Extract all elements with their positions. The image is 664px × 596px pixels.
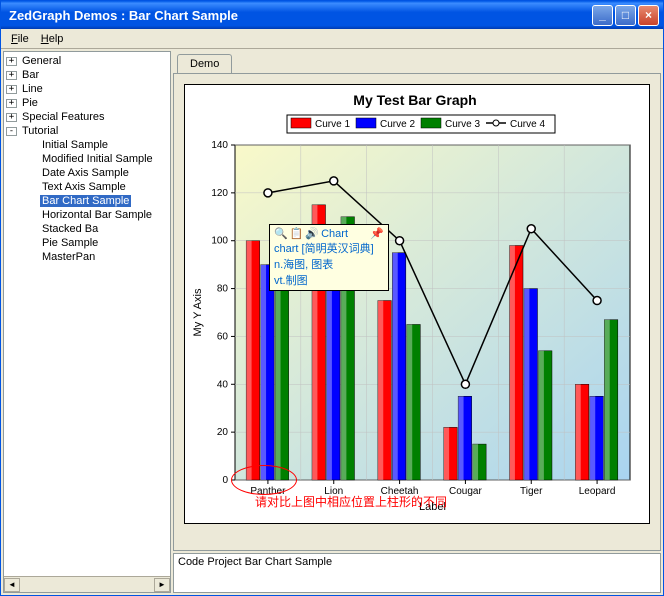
status-text: Code Project Bar Chart Sample	[178, 556, 332, 568]
scroll-right-button[interactable]: ►	[154, 578, 170, 592]
tooltip-word: Chart	[321, 228, 348, 240]
tree-label[interactable]: Horizontal Bar Sample	[40, 209, 154, 221]
tab-demo[interactable]: Demo	[177, 54, 232, 73]
tree-label[interactable]: Initial Sample	[40, 139, 110, 151]
svg-text:Curve 3: Curve 3	[445, 119, 480, 130]
titlebar[interactable]: ZedGraph Demos : Bar Chart Sample _ □ ×	[1, 1, 663, 29]
tree-item[interactable]: Bar Chart Sample	[6, 194, 168, 208]
svg-text:100: 100	[211, 236, 228, 247]
menu-help[interactable]: Help	[35, 31, 70, 47]
tree-item[interactable]: Pie Sample	[6, 236, 168, 250]
expand-toggle[interactable]: +	[6, 99, 17, 108]
svg-text:0: 0	[222, 475, 228, 486]
svg-text:Tiger: Tiger	[520, 486, 543, 497]
tab-strip: Demo	[173, 51, 661, 73]
svg-text:40: 40	[217, 379, 229, 390]
copy-icon: 📋	[290, 227, 304, 240]
svg-text:Cougar: Cougar	[449, 486, 482, 497]
app-window: ZedGraph Demos : Bar Chart Sample _ □ × …	[0, 0, 664, 596]
chart-panel[interactable]: My Test Bar GraphCurve 1 Curve 2 Curve 3 Cu…	[184, 84, 650, 524]
tree-item[interactable]: Initial Sample	[6, 138, 168, 152]
window-title: ZedGraph Demos : Bar Chart Sample	[5, 8, 592, 23]
speaker-icon: 🔊	[305, 227, 319, 240]
status-area: Code Project Bar Chart Sample	[173, 553, 661, 593]
svg-text:20: 20	[217, 427, 229, 438]
dictionary-tooltip: 🔍 📋 🔊 Chart 📌 chart [简明英汉词典] n.海图, 图表 vt…	[269, 224, 389, 291]
svg-text:My Test Bar Graph: My Test Bar Graph	[353, 92, 476, 108]
tree-item[interactable]: Modified Initial Sample	[6, 152, 168, 166]
expand-toggle[interactable]: +	[6, 85, 17, 94]
tooltip-line1: n.海图, 图表	[274, 256, 384, 272]
svg-text:80: 80	[217, 284, 229, 295]
svg-text:Curve 2: Curve 2	[380, 119, 415, 130]
svg-text:Curve 1: Curve 1	[315, 119, 350, 130]
expand-toggle[interactable]: +	[6, 57, 17, 66]
svg-text:Curve 4: Curve 4	[510, 119, 545, 130]
tooltip-line2: vt.制图	[274, 272, 384, 288]
tree-label[interactable]: Date Axis Sample	[40, 167, 131, 179]
tree-view[interactable]: +General+Bar+Line+Pie+Special Features-T…	[4, 52, 170, 266]
chart-svg: My Test Bar GraphCurve 1 Curve 2 Curve 3 Cu…	[185, 85, 645, 523]
tree-item[interactable]: Text Axis Sample	[6, 180, 168, 194]
tree-item[interactable]: +Pie	[6, 96, 168, 110]
maximize-button[interactable]: □	[615, 5, 636, 26]
tree-item[interactable]: Horizontal Bar Sample	[6, 208, 168, 222]
scroll-left-button[interactable]: ◄	[4, 578, 20, 592]
tree-label[interactable]: Special Features	[20, 111, 107, 123]
tree-label[interactable]: Line	[20, 83, 45, 95]
annotation-ellipse	[231, 465, 297, 495]
tree-item[interactable]: +Bar	[6, 68, 168, 82]
tree-label[interactable]: Stacked Ba	[40, 223, 100, 235]
tree-label[interactable]: Bar Chart Sample	[40, 195, 131, 207]
tree-label[interactable]: Modified Initial Sample	[40, 153, 155, 165]
tree-label[interactable]: General	[20, 55, 63, 67]
close-button[interactable]: ×	[638, 5, 659, 26]
tree-label[interactable]: Tutorial	[20, 125, 60, 137]
svg-text:60: 60	[217, 331, 229, 342]
search-icon: 🔍	[274, 227, 288, 240]
tree-item[interactable]: MasterPan	[6, 250, 168, 264]
tree-label[interactable]: Text Axis Sample	[40, 181, 128, 193]
svg-text:140: 140	[211, 140, 228, 151]
tree-label[interactable]: Pie Sample	[40, 237, 100, 249]
expand-toggle[interactable]: +	[6, 71, 17, 80]
expand-toggle[interactable]: +	[6, 113, 17, 122]
tree-item[interactable]: +Special Features	[6, 110, 168, 124]
right-pane: Demo My Test Bar GraphCurve 1 Curve 2 Curv…	[173, 51, 661, 593]
pin-icon: 📌	[370, 227, 384, 240]
tooltip-dict: chart [简明英汉词典]	[274, 240, 384, 256]
tree-item[interactable]: +Line	[6, 82, 168, 96]
minimize-button[interactable]: _	[592, 5, 613, 26]
window-buttons: _ □ ×	[592, 5, 659, 26]
annotation-text: 请对比上图中相应位置上柱形的不同	[255, 493, 447, 510]
menu-file[interactable]: File	[5, 31, 35, 47]
svg-text:120: 120	[211, 188, 228, 199]
tree-label[interactable]: Pie	[20, 97, 40, 109]
h-scrollbar[interactable]: ◄ ►	[4, 576, 170, 592]
chart-container: My Test Bar GraphCurve 1 Curve 2 Curve 3 Cu…	[173, 73, 661, 551]
client-area: +General+Bar+Line+Pie+Special Features-T…	[1, 49, 663, 595]
menubar: File Help	[1, 29, 663, 49]
svg-text:My Y Axis: My Y Axis	[192, 288, 204, 336]
tree-item[interactable]: -Tutorial	[6, 124, 168, 138]
tree-item[interactable]: +General	[6, 54, 168, 68]
tree-pane: +General+Bar+Line+Pie+Special Features-T…	[3, 51, 171, 593]
tree-item[interactable]: Stacked Ba	[6, 222, 168, 236]
tree-label[interactable]: MasterPan	[40, 251, 97, 263]
expand-toggle[interactable]: -	[6, 127, 17, 136]
tree-item[interactable]: Date Axis Sample	[6, 166, 168, 180]
svg-text:Leopard: Leopard	[579, 486, 616, 497]
tree-label[interactable]: Bar	[20, 69, 41, 81]
